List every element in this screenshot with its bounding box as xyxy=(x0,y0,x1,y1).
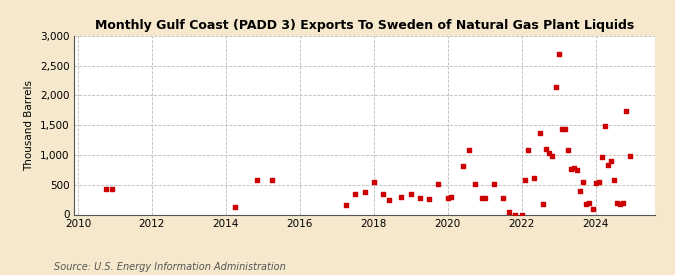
Point xyxy=(477,196,487,201)
Point xyxy=(341,203,352,207)
Point xyxy=(535,131,545,136)
Point xyxy=(350,191,360,196)
Point xyxy=(566,167,576,171)
Point xyxy=(547,154,558,158)
Point xyxy=(396,194,407,199)
Point xyxy=(384,198,395,202)
Point xyxy=(572,168,583,172)
Point xyxy=(556,126,567,131)
Point xyxy=(359,190,370,195)
Point xyxy=(584,200,595,205)
Text: Source: U.S. Energy Information Administration: Source: U.S. Energy Information Administ… xyxy=(54,262,286,272)
Title: Monthly Gulf Coast (PADD 3) Exports To Sweden of Natural Gas Plant Liquids: Monthly Gulf Coast (PADD 3) Exports To S… xyxy=(95,19,634,32)
Point xyxy=(519,178,530,182)
Point xyxy=(597,155,608,160)
Point xyxy=(230,205,240,210)
Point xyxy=(550,85,561,89)
Point xyxy=(101,187,111,192)
Point xyxy=(574,189,585,194)
Point xyxy=(458,164,468,168)
Point xyxy=(424,197,435,201)
Point xyxy=(538,202,549,207)
Point xyxy=(510,212,520,217)
Point xyxy=(599,123,610,128)
Point xyxy=(544,151,555,155)
Point xyxy=(446,195,456,199)
Point xyxy=(522,148,533,152)
Point xyxy=(609,178,620,182)
Point xyxy=(602,163,613,167)
Point xyxy=(377,192,388,196)
Point xyxy=(560,126,570,131)
Point xyxy=(442,196,453,201)
Point xyxy=(464,148,475,152)
Point xyxy=(516,212,527,217)
Point xyxy=(590,181,601,185)
Point xyxy=(541,147,552,151)
Y-axis label: Thousand Barrels: Thousand Barrels xyxy=(24,80,34,170)
Point xyxy=(529,176,539,180)
Point xyxy=(581,202,592,207)
Point xyxy=(618,200,628,205)
Point xyxy=(612,200,622,205)
Point xyxy=(470,182,481,186)
Point xyxy=(489,182,500,186)
Point xyxy=(433,182,444,186)
Point xyxy=(504,209,515,214)
Point xyxy=(267,178,277,182)
Point xyxy=(497,196,508,201)
Point xyxy=(569,166,580,170)
Point xyxy=(414,196,425,201)
Point xyxy=(369,180,379,184)
Point xyxy=(621,109,632,114)
Point xyxy=(405,192,416,196)
Point xyxy=(479,196,490,201)
Point xyxy=(107,187,117,192)
Point xyxy=(605,159,616,164)
Point xyxy=(554,51,564,56)
Point xyxy=(624,153,635,158)
Point xyxy=(587,206,598,211)
Point xyxy=(593,180,604,185)
Point xyxy=(578,180,589,184)
Point xyxy=(251,178,262,182)
Point xyxy=(615,202,626,207)
Point xyxy=(562,147,573,152)
